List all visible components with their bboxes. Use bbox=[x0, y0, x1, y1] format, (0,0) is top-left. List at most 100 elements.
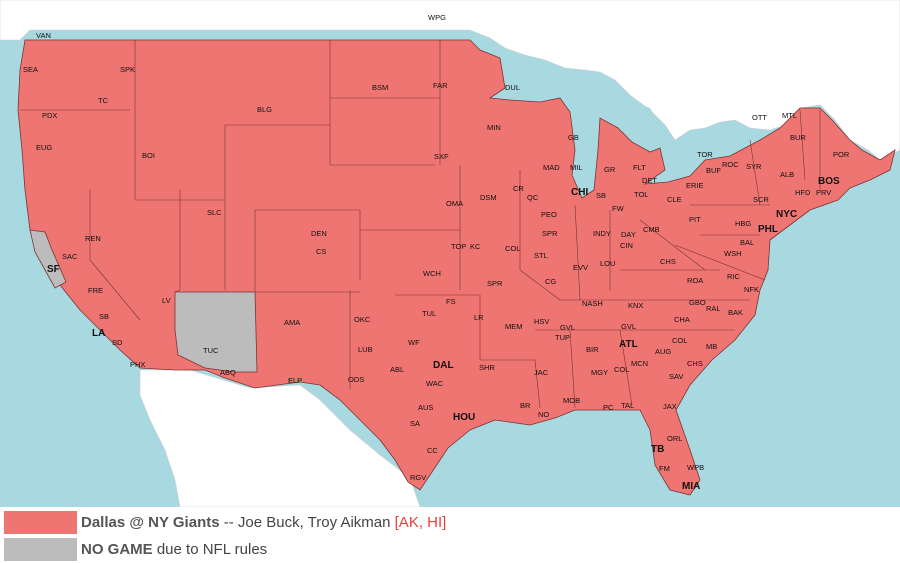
city-label-sd: SD bbox=[112, 338, 123, 347]
city-label-kc: KC bbox=[470, 242, 481, 251]
city-label-far: FAR bbox=[433, 81, 448, 90]
city-label-min: MIN bbox=[487, 123, 501, 132]
city-label-fs: FS bbox=[446, 297, 456, 306]
city-label-bur: BUR bbox=[790, 133, 806, 142]
city-label-gr: GR bbox=[604, 165, 616, 174]
game-region[interactable] bbox=[17, 39, 896, 496]
city-label-bos: BOS bbox=[818, 176, 840, 187]
city-label-sea: SEA bbox=[23, 65, 38, 74]
city-label-shr: SHR bbox=[479, 363, 495, 372]
city-label-mgy: MGY bbox=[591, 368, 608, 377]
city-label-no: NO bbox=[538, 410, 549, 419]
legend-text-no-game: NO GAME due to NFL rules bbox=[81, 541, 267, 558]
legend-swatch-game bbox=[4, 510, 77, 534]
city-label-erie: ERIE bbox=[686, 181, 704, 190]
city-label-gvl: GVL bbox=[621, 322, 636, 331]
city-label-indy: INDY bbox=[593, 229, 611, 238]
legend-row-no-game: NO GAME due to NFL rules bbox=[0, 537, 267, 561]
city-label-spr: SPR bbox=[487, 279, 503, 288]
legend-no-game-detail: due to NFL rules bbox=[156, 540, 268, 558]
city-label-pit: PIT bbox=[689, 215, 701, 224]
city-label-tb: TB bbox=[651, 444, 664, 455]
city-label-rgv: RGV bbox=[410, 473, 426, 482]
city-label-mia: MIA bbox=[682, 481, 700, 492]
city-label-fm: FM bbox=[659, 464, 670, 473]
no-game-sf-bay[interactable] bbox=[29, 229, 67, 289]
city-label-sb: SB bbox=[596, 191, 606, 200]
city-label-cmb: CMB bbox=[643, 225, 660, 234]
city-label-la: LA bbox=[92, 328, 105, 339]
city-label-bsm: BSM bbox=[372, 83, 388, 92]
city-label-wac: WAC bbox=[426, 379, 444, 388]
city-label-lr: LR bbox=[474, 313, 484, 322]
city-label-sf: SF bbox=[47, 264, 60, 275]
city-label-cr: CR bbox=[513, 184, 524, 193]
city-label-dul: DUL bbox=[505, 83, 520, 92]
city-label-lv: LV bbox=[162, 296, 171, 305]
city-label-hsv: HSV bbox=[534, 317, 549, 326]
city-label-phx: PHX bbox=[130, 360, 145, 369]
legend: Dallas @ NY Giants -- Joe Buck, Troy Aik… bbox=[0, 508, 900, 563]
city-label-bal: BAL bbox=[740, 238, 754, 247]
city-label-cs: CS bbox=[316, 247, 326, 256]
city-label-ric: RIC bbox=[727, 272, 741, 281]
city-label-spk: SPK bbox=[120, 65, 135, 74]
city-label-sac: SAC bbox=[62, 252, 78, 261]
city-label-orl: ORL bbox=[667, 434, 682, 443]
city-label-tup: TUP bbox=[555, 333, 570, 342]
city-label-fw: FW bbox=[612, 204, 625, 213]
city-label-nfk: NFK bbox=[744, 285, 759, 294]
city-label-jac: JAC bbox=[534, 368, 549, 377]
city-label-col: COL bbox=[672, 336, 687, 345]
city-label-tul: TUL bbox=[422, 309, 436, 318]
city-label-gb: GB bbox=[568, 133, 579, 142]
city-label-ott: OTT bbox=[752, 113, 767, 122]
coverage-map[interactable]: WPG VAN SEA SPK PDX TC EUG BOI BLG BSM FAR DUL MIN GB… bbox=[0, 0, 900, 507]
city-label-mob: MOB bbox=[563, 396, 580, 405]
city-label-sb: SB bbox=[99, 312, 109, 321]
city-label-okc: OKC bbox=[354, 315, 371, 324]
city-label-dal: DAL bbox=[433, 360, 454, 371]
city-label-det: DET bbox=[642, 176, 657, 185]
city-label-abl: ABL bbox=[390, 365, 404, 374]
legend-game-detail: Joe Buck, Troy Aikman bbox=[237, 513, 395, 531]
city-label-phl: PHL bbox=[758, 224, 778, 235]
city-label-aus: AUS bbox=[418, 403, 433, 412]
city-label-cha: CHA bbox=[674, 315, 690, 324]
city-label-elp: ELP bbox=[288, 376, 302, 385]
city-label-tal: TAL bbox=[621, 401, 634, 410]
city-label-tuc: TUC bbox=[203, 346, 219, 355]
city-label-oma: OMA bbox=[446, 199, 463, 208]
city-label-day: DAY bbox=[621, 230, 636, 239]
city-label-aug: AUG bbox=[655, 347, 671, 356]
city-label-evv: EVV bbox=[573, 263, 588, 272]
city-label-mcn: MCN bbox=[631, 359, 648, 368]
city-label-syr: SYR bbox=[746, 162, 762, 171]
city-label-por: POR bbox=[833, 150, 850, 159]
city-label-tor: TOR bbox=[697, 150, 713, 159]
city-label-spr: SPR bbox=[542, 229, 558, 238]
city-label-buf: BUF bbox=[706, 166, 721, 175]
city-label-chs: CHS bbox=[687, 359, 703, 368]
city-label-lub: LUB bbox=[358, 345, 373, 354]
city-label-scr: SCR bbox=[753, 195, 769, 204]
city-label-hou: HOU bbox=[453, 412, 475, 423]
city-label-cin: CIN bbox=[620, 241, 633, 250]
city-label-roc: ROC bbox=[722, 160, 739, 169]
city-label-mad: MAD bbox=[543, 163, 560, 172]
city-label-ods: ODS bbox=[348, 375, 364, 384]
map-canvas[interactable]: WPG VAN SEA SPK PDX TC EUG BOI BLG BSM FAR DUL MIN GB… bbox=[0, 0, 900, 507]
legend-game-sep: -- bbox=[219, 513, 238, 531]
city-label-cg: CG bbox=[545, 277, 556, 286]
city-label-nyc: NYC bbox=[776, 209, 797, 220]
no-game-arizona[interactable] bbox=[174, 291, 258, 373]
city-label-mem: MEM bbox=[505, 322, 523, 331]
city-label-sxf: SXF bbox=[434, 152, 449, 161]
city-label-blg: BLG bbox=[257, 105, 272, 114]
city-label-prv: PRV bbox=[816, 188, 831, 197]
city-label-qc: QC bbox=[527, 193, 539, 202]
city-label-atl: ATL bbox=[619, 339, 638, 350]
city-label-ren: REN bbox=[85, 234, 101, 243]
city-label-wsh: WSH bbox=[724, 249, 742, 258]
city-label-gbo: GBO bbox=[689, 298, 706, 307]
